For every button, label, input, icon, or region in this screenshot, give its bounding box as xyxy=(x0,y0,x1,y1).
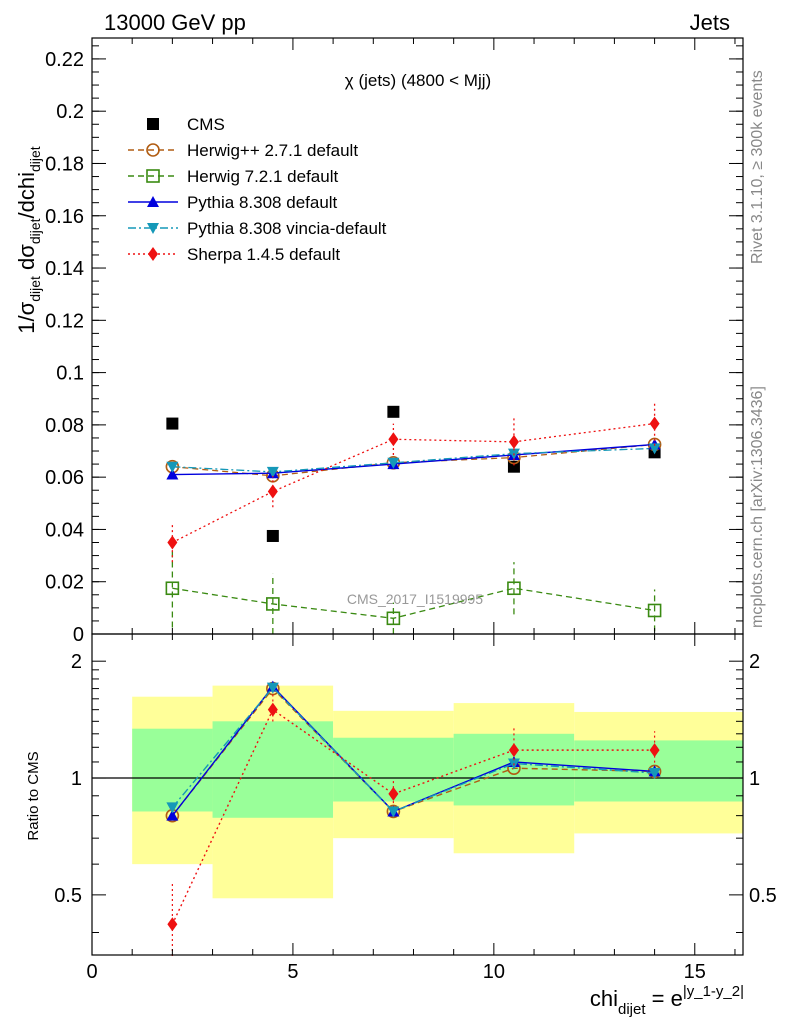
y-tick-label: 0.2 xyxy=(56,101,84,123)
y-tick-label: 0.08 xyxy=(45,415,84,437)
legend-marker xyxy=(146,143,160,157)
ratio-y-tick-label: 1 xyxy=(71,768,82,790)
ratio-y-tick-label-right: 2 xyxy=(749,651,760,673)
svg-text:1/σdijet dσdijet/dchidijet: 1/σdijet dσdijet/dchidijet xyxy=(14,146,43,334)
data-point xyxy=(507,460,520,473)
data-point xyxy=(267,484,278,499)
y-tick-label: 0.02 xyxy=(45,572,84,594)
data-point xyxy=(387,457,400,469)
series-4 xyxy=(166,443,661,478)
uncertainty-band-inner xyxy=(212,721,334,818)
mcplots-label: mcplots.cern.ch [arXiv:1306.3436] xyxy=(749,386,766,628)
legend-entry: Sherpa 1.4.5 default xyxy=(128,245,340,264)
ratio-point xyxy=(649,743,660,758)
legend-marker xyxy=(148,247,158,261)
ratio-y-tick-label: 2 xyxy=(71,651,82,673)
ratio-point xyxy=(387,806,400,818)
y-tick-label: 0.06 xyxy=(45,467,84,489)
data-point xyxy=(386,611,401,626)
y-tick-label: 0.16 xyxy=(45,206,84,228)
series-line xyxy=(172,443,655,476)
data-point xyxy=(266,529,279,542)
series-5 xyxy=(167,401,660,563)
main-panel: 0 0.02 0.04 0.06 0.08 0.1 0.12 0.14 0.16 0.18 0.2 0… xyxy=(45,37,744,646)
ratio-point xyxy=(388,786,399,801)
data-point xyxy=(167,535,178,550)
data-point xyxy=(165,581,180,596)
header-left: 13000 GeV pp xyxy=(104,10,246,35)
ratio-series-3 xyxy=(167,691,660,956)
ratio-point xyxy=(267,702,278,717)
legend: CMS Herwig++ 2.7.1 default Herwig 7.2.1 de… xyxy=(128,115,387,264)
legend-marker xyxy=(147,196,159,207)
data-point xyxy=(388,432,399,447)
ratio-y-tick-label: 0.5 xyxy=(54,885,82,907)
rivet-label: Rivet 3.1.10, ≥ 300k events xyxy=(749,70,766,264)
header-right: Jets xyxy=(690,10,730,35)
y-tick-label: 0.18 xyxy=(45,153,84,175)
legend-marker xyxy=(146,169,160,183)
data-point xyxy=(166,417,179,430)
plot-title: χ (jets) (4800 < Mjj) xyxy=(345,71,491,90)
legend-label: Pythia 8.308 vincia-default xyxy=(187,219,387,238)
data-point xyxy=(649,416,660,431)
x-tick-label: 15 xyxy=(684,961,706,983)
data-point xyxy=(166,461,179,473)
ratio-point xyxy=(166,809,179,821)
legend-entry: Herwig 7.2.1 default xyxy=(128,167,338,186)
panel-frame xyxy=(91,633,744,956)
ratio-y-tick-label-right: 1 xyxy=(749,768,760,790)
main-ylabel: 1/σdijet dσdijet/dchidijet xyxy=(14,146,43,334)
data-point xyxy=(387,405,400,418)
x-axis-label: chidijet = e|y_1-y_2| xyxy=(590,983,744,1018)
data-point xyxy=(266,597,280,611)
legend-label: CMS xyxy=(187,115,225,134)
svg-text:chidijet = e|y_1-y_2|: chidijet = e|y_1-y_2| xyxy=(590,983,744,1018)
series-2 xyxy=(165,549,662,634)
legend-entry: Herwig++ 2.7.1 default xyxy=(128,141,358,160)
series-1 xyxy=(165,437,662,483)
series-0 xyxy=(166,405,661,542)
y-tick-label: 0.14 xyxy=(45,258,84,280)
legend-label: Herwig++ 2.7.1 default xyxy=(187,141,358,160)
ratio-point xyxy=(266,682,279,694)
series-line xyxy=(172,447,655,473)
ratio-point xyxy=(167,917,178,932)
legend-entry: Pythia 8.308 vincia-default xyxy=(128,219,387,238)
legend-marker xyxy=(147,118,159,130)
legend-label: Sherpa 1.4.5 default xyxy=(187,245,340,264)
data-point xyxy=(266,466,279,478)
uncertainty-band-inner xyxy=(132,728,213,812)
x-tick-label: 0 xyxy=(86,961,97,983)
y-tick-label: 0.12 xyxy=(45,310,84,332)
ratio-ylabel: Ratio to CMS xyxy=(25,751,42,840)
legend-label: Herwig 7.2.1 default xyxy=(187,167,338,186)
series-3 xyxy=(166,438,661,480)
data-point xyxy=(507,581,521,596)
series-line xyxy=(172,422,655,544)
data-point xyxy=(508,434,519,449)
data-point xyxy=(648,443,661,455)
ratio-panel: 0.5 0.5 1 1 2 2 0 5 10 15 xyxy=(54,633,777,983)
ratio-point xyxy=(166,802,179,814)
y-tick-label: 0.04 xyxy=(45,519,84,541)
ratio-point xyxy=(508,743,519,758)
ratio-point xyxy=(648,768,661,780)
x-tick-label: 5 xyxy=(287,961,298,983)
y-tick-label: 0.22 xyxy=(45,49,84,71)
legend-label: Pythia 8.308 default xyxy=(187,193,338,212)
legend-marker xyxy=(147,223,159,234)
x-tick-label: 10 xyxy=(483,961,505,983)
y-tick-label: 0.1 xyxy=(56,363,84,385)
ratio-y-tick-label-right: 0.5 xyxy=(749,885,777,907)
data-point xyxy=(647,603,662,618)
legend-entry: CMS xyxy=(147,115,225,134)
data-point xyxy=(166,468,179,480)
y-tick-label: 0 xyxy=(73,624,84,646)
watermark: CMS_2017_I1519995 xyxy=(347,591,483,607)
legend-entry: Pythia 8.308 default xyxy=(128,193,338,212)
